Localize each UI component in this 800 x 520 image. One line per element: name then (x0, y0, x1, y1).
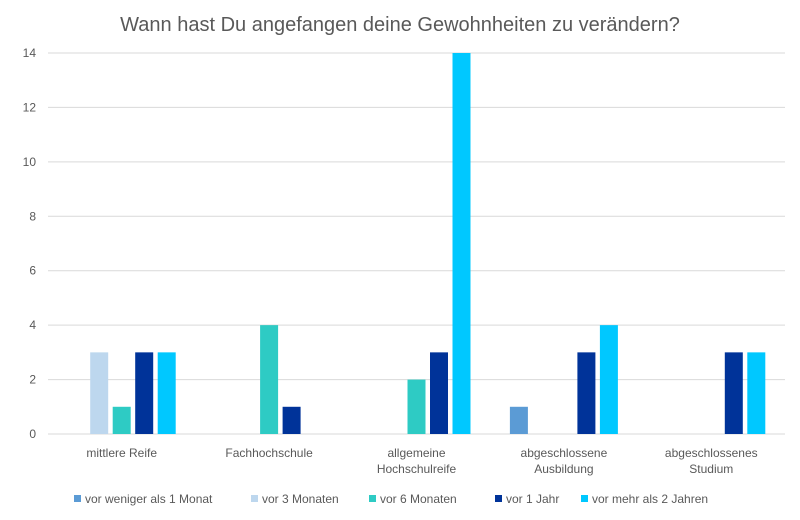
x-axis-categories: mittlere Reife Fachhochschule allgemeine Ho… (86, 446, 757, 476)
legend-label: vor 1 Jahr (506, 492, 559, 506)
legend-swatch (581, 495, 588, 502)
legend-swatch (251, 495, 258, 502)
y-tick-label: 8 (29, 209, 36, 223)
bar (157, 352, 176, 434)
bar (407, 379, 426, 434)
x-category-label: mittlere Reife (86, 446, 157, 460)
legend-label: vor 3 Monaten (262, 492, 339, 506)
legend-swatch (495, 495, 502, 502)
y-tick-label: 2 (29, 373, 36, 387)
bar (90, 352, 109, 434)
bar (724, 352, 743, 434)
x-category-label: Studium (689, 462, 733, 476)
legend-label: vor 6 Monaten (380, 492, 457, 506)
x-category-label: abgeschlossene (521, 446, 608, 460)
y-axis-ticks: 0 2 4 6 8 10 12 14 (23, 46, 37, 441)
x-category-label: Fachhochschule (225, 446, 313, 460)
y-tick-label: 14 (23, 46, 37, 60)
chart-title: Wann hast Du angefangen deine Gewohnheit… (120, 14, 680, 36)
legend-label: vor weniger als 1 Monat (85, 492, 213, 506)
y-tick-label: 0 (29, 427, 36, 441)
bar (282, 406, 301, 434)
bar (509, 406, 528, 434)
bar (430, 352, 448, 434)
bar (452, 53, 471, 434)
bars (90, 53, 766, 434)
legend: vor weniger als 1 Monat vor 3 Monaten vor … (74, 492, 708, 506)
y-tick-label: 10 (23, 155, 37, 169)
legend-swatch (74, 495, 81, 502)
bar (599, 325, 618, 434)
x-category-label: abgeschlossenes (665, 446, 758, 460)
bar (135, 352, 154, 434)
bar (112, 406, 131, 434)
legend-label: vor mehr als 2 Jahren (592, 492, 708, 506)
y-tick-label: 4 (29, 318, 36, 332)
bar (747, 352, 766, 434)
x-category-label: Ausbildung (534, 462, 593, 476)
y-tick-label: 12 (23, 100, 37, 114)
legend-swatch (369, 495, 376, 502)
bar (260, 325, 279, 434)
x-category-label: Hochschulreife (377, 462, 457, 476)
y-tick-label: 6 (29, 264, 36, 278)
x-category-label: allgemeine (387, 446, 445, 460)
bar (577, 352, 596, 434)
